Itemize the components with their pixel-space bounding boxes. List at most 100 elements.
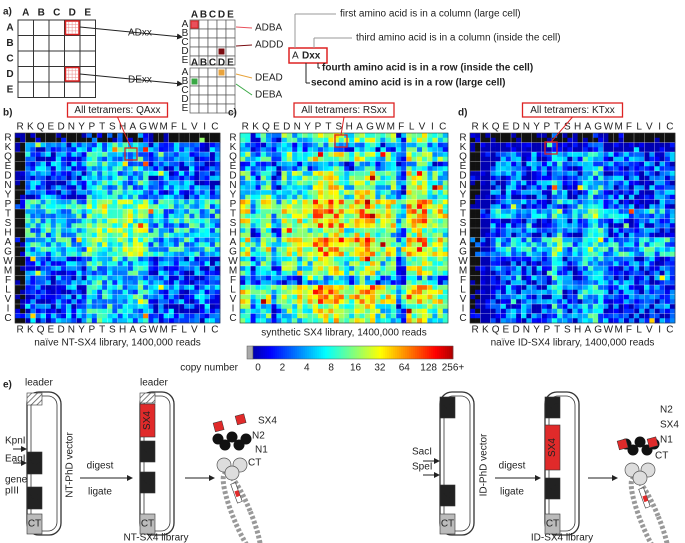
- heatmap-cell: [56, 289, 62, 295]
- heatmap-cell: [505, 242, 512, 248]
- heatmap-cell: [153, 194, 159, 200]
- heatmap-cell: [318, 242, 324, 248]
- heatmap-cell: [406, 175, 412, 181]
- heatmap-cell: [56, 133, 62, 139]
- heatmap-cell: [168, 180, 175, 186]
- heatmap-cell: [603, 213, 609, 219]
- heatmap-cell: [598, 285, 604, 291]
- heatmap-cell: [608, 204, 614, 210]
- heatmap-cell: [623, 147, 630, 153]
- heatmap-cell: [649, 223, 655, 229]
- heatmap-cell: [312, 251, 319, 257]
- heatmap-cell: [240, 204, 246, 210]
- heatmap-cell: [490, 266, 496, 272]
- heatmap-cell: [148, 147, 154, 153]
- heatmap-cell: [526, 194, 532, 200]
- heatmap-cell: [138, 185, 144, 191]
- heatmap-cell: [260, 137, 267, 143]
- heatmap-cell: [485, 280, 491, 286]
- heatmap-cell: [302, 185, 308, 191]
- heatmap-cell: [56, 204, 62, 210]
- heatmap-cell: [153, 256, 159, 262]
- heatmap-cell: [618, 256, 625, 262]
- heatmap-cell: [442, 218, 449, 224]
- heatmap-cell: [132, 318, 139, 324]
- heatmap-cell: [338, 232, 345, 238]
- heatmap-cell: [143, 180, 149, 186]
- heatmap-cell: [562, 299, 568, 305]
- heatmap-cell: [271, 261, 277, 267]
- heatmap-cell: [359, 204, 366, 210]
- heatmap-cell: [302, 228, 308, 234]
- heatmap-cell: [567, 266, 573, 272]
- heatmap-cell: [495, 237, 502, 243]
- heatmap-cell: [587, 228, 594, 234]
- heatmap-cell: [375, 171, 381, 177]
- heatmap-cell: [354, 137, 360, 143]
- heatmap-cell: [370, 185, 376, 191]
- heatmap-cell: [411, 256, 418, 262]
- heatmap-cell: [61, 247, 67, 253]
- heatmap-cell: [76, 180, 82, 186]
- heatmap-cell: [349, 294, 355, 300]
- heatmap-cell: [442, 199, 449, 205]
- heatmap-cell: [307, 137, 314, 143]
- heatmap-cell: [318, 270, 324, 276]
- heatmap-cell: [416, 308, 423, 314]
- heatmap-cell: [598, 251, 604, 257]
- heatmap-cell: [25, 199, 31, 205]
- heatmap-cell: [112, 142, 118, 148]
- heatmap-cell: [628, 213, 635, 219]
- heatmap-cell: [577, 280, 584, 286]
- heatmap-cell: [552, 280, 558, 286]
- heatmap-cell: [390, 266, 397, 272]
- heatmap-cell: [61, 218, 67, 224]
- heatmap-cell: [437, 137, 444, 143]
- heatmap-cell: [546, 285, 553, 291]
- heatmap-cell: [297, 270, 303, 276]
- heatmap-cell: [587, 280, 594, 286]
- heatmap-cell: [286, 251, 293, 257]
- heatmap-cell: [396, 304, 402, 310]
- heatmap-cell: [562, 161, 568, 167]
- heatmap-cell: [179, 199, 185, 205]
- heatmap-cell: [71, 161, 77, 167]
- heatmap-cell: [148, 285, 154, 291]
- heatmap-cell: [582, 142, 589, 148]
- heatmap-cell: [593, 209, 599, 215]
- heatmap-cell: [628, 152, 635, 158]
- grid-cell: [225, 28, 236, 39]
- heatmap-cell: [608, 133, 614, 139]
- heatmap-cell: [511, 313, 517, 319]
- heatmap-cell: [401, 152, 407, 158]
- heatmap-cell: [411, 285, 418, 291]
- heatmap-cell: [40, 156, 47, 162]
- heatmap-cell: [286, 294, 293, 300]
- grid-cell: [198, 94, 209, 105]
- heatmap-cell: [364, 318, 371, 324]
- heatmap-cell: [364, 152, 371, 158]
- heatmap-cell: [562, 223, 568, 229]
- heatmap-cell: [255, 171, 262, 177]
- heatmap-cell: [375, 147, 381, 153]
- heatmap-cell: [593, 285, 599, 291]
- heatmap-cell: [153, 304, 159, 310]
- heatmap-cell: [416, 280, 423, 286]
- heatmap-cell: [572, 285, 578, 291]
- row-label: Y: [230, 189, 237, 200]
- heatmap-cell: [163, 209, 170, 215]
- heatmap-cell: [302, 133, 308, 139]
- heatmap-cell: [297, 237, 303, 243]
- heatmap-cell: [66, 209, 72, 215]
- heatmap-cell: [536, 289, 543, 295]
- heatmap-cell: [380, 190, 386, 196]
- heatmap-cell: [644, 304, 650, 310]
- heatmap-cell: [572, 270, 578, 276]
- heatmap-cell: [485, 175, 491, 181]
- heatmap-cell: [30, 152, 36, 158]
- heatmap-cell: [385, 133, 392, 139]
- heatmap-cell: [562, 285, 568, 291]
- heatmap-cell: [495, 161, 502, 167]
- column-label: D: [218, 10, 225, 21]
- heatmap-cell: [138, 280, 144, 286]
